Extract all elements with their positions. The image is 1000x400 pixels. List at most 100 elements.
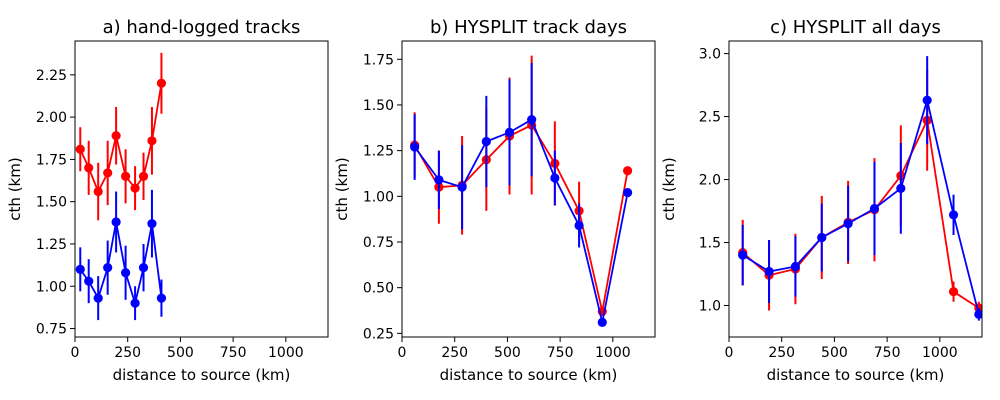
series-red-line: [413, 123, 629, 312]
y-tick-label: 0.75: [36, 322, 67, 338]
chart-title: b) HYSPLIT track days: [430, 17, 627, 38]
series-blue-point: [974, 309, 982, 319]
y-tick-label: 0.75: [363, 235, 394, 251]
x-tick-label: 500: [821, 345, 848, 361]
y-tick-label: 1.75: [36, 152, 67, 168]
series-blue-line: [79, 221, 163, 307]
series-blue-point: [457, 182, 467, 192]
series-red-point: [156, 78, 167, 88]
series-blue-point: [75, 264, 85, 274]
y-tick-label: 1.25: [36, 237, 67, 253]
y-tick-label: 2.00: [36, 110, 67, 126]
series-blue-point: [817, 232, 827, 243]
x-axis-label: distance to source (km): [113, 366, 291, 384]
axes-frame: [74, 40, 329, 338]
x-tick-label: 0: [398, 345, 407, 361]
y-tick-label: 1.5: [699, 236, 721, 252]
series-blue-point: [156, 293, 167, 303]
series-blue-point: [481, 136, 491, 147]
y-tick-label: 1.00: [363, 189, 394, 205]
axes-frame: [401, 40, 656, 338]
series-blue-point: [597, 317, 607, 327]
x-tick-label: 1000: [595, 345, 631, 361]
x-tick-label: 250: [114, 345, 141, 361]
series-blue-point: [111, 217, 121, 227]
x-tick-label: 1000: [268, 345, 304, 361]
y-tick-label: 0.50: [363, 281, 394, 297]
series-red-line: [742, 117, 980, 309]
series-blue-point: [504, 127, 515, 137]
y-tick-label: 2.5: [699, 110, 721, 126]
x-tick-label: 750: [547, 345, 574, 361]
series-blue-point: [103, 263, 113, 273]
series-blue-point: [574, 220, 584, 231]
series-blue-point: [843, 219, 853, 229]
y-tick-label: 1.0: [699, 299, 721, 315]
series-blue-point: [622, 188, 633, 198]
y-tick-label: 1.50: [36, 195, 67, 211]
x-tick-label: 500: [167, 345, 194, 361]
series-blue-point: [147, 219, 157, 229]
series-red-point: [75, 144, 85, 154]
x-tick-label: 1000: [922, 345, 958, 361]
series-red-point: [622, 166, 633, 176]
chart-title: c) HYSPLIT all days: [770, 17, 941, 38]
series-blue-point: [869, 203, 880, 214]
x-tick-label: 250: [768, 345, 795, 361]
chart-title: a) hand-logged tracks: [103, 17, 301, 38]
plot-area: [738, 56, 982, 321]
series-blue-point: [550, 173, 560, 183]
series-red-point: [121, 171, 131, 181]
y-tick-label: 2.0: [699, 173, 721, 189]
series-blue-point: [922, 95, 932, 105]
series-blue-point: [410, 142, 420, 152]
series-red-point: [138, 171, 149, 181]
chart-panel-1: a) hand-logged tracks 0 250 500 750 1000 0.75 1…: [6, 17, 329, 384]
x-tick-label: 0: [725, 345, 734, 361]
series-blue-line: [742, 96, 980, 315]
series-blue-point: [738, 250, 748, 260]
series-blue-line: [413, 118, 629, 323]
y-tick-label: 3.0: [699, 47, 721, 63]
x-tick-label: 750: [220, 345, 247, 361]
series-blue-point: [130, 298, 140, 308]
series-red-point: [130, 183, 140, 193]
axes-frame: [728, 40, 983, 338]
plot-area: [75, 52, 167, 321]
x-axis-label: distance to source (km): [440, 366, 618, 384]
series-red-point: [147, 136, 157, 146]
series-red-point: [93, 186, 103, 197]
series-blue-point: [896, 183, 906, 193]
series-blue-point: [121, 268, 131, 278]
y-axis-label: cth (km): [333, 157, 351, 220]
chart-panel-2: b) HYSPLIT track days 0 250 500 750 1000 0.25 0…: [333, 17, 656, 384]
y-axis-label: cth (km): [660, 157, 678, 220]
series-blue-point: [434, 175, 444, 185]
series-blue-point: [527, 114, 537, 125]
x-tick-label: 750: [874, 345, 901, 361]
series-blue-point: [948, 210, 959, 220]
y-tick-label: 1.50: [363, 98, 394, 114]
y-tick-label: 2.25: [36, 68, 67, 84]
series-red-point: [111, 131, 121, 141]
series-blue-point: [790, 261, 801, 272]
y-tick-label: 1.00: [36, 279, 67, 295]
chart-panel-3: c) HYSPLIT all days 0 250 500 750 1000 1.0 1.5 2…: [660, 17, 983, 384]
y-tick-label: 1.25: [363, 144, 394, 160]
x-axis-label: distance to source (km): [767, 366, 945, 384]
series-red-line: [79, 83, 163, 194]
series-red-point: [84, 163, 94, 173]
x-tick-label: 0: [71, 345, 80, 361]
series-red-point: [948, 287, 959, 297]
plot-area: [410, 55, 633, 327]
y-tick-label: 1.75: [363, 52, 394, 68]
y-axis-label: cth (km): [6, 157, 24, 220]
series-blue-point: [84, 276, 94, 286]
series-red-point: [103, 168, 113, 178]
series-blue-point: [764, 266, 774, 277]
series-blue-point: [138, 263, 149, 273]
series-blue-point: [93, 293, 103, 303]
x-tick-label: 250: [441, 345, 468, 361]
y-tick-label: 0.25: [363, 326, 394, 342]
